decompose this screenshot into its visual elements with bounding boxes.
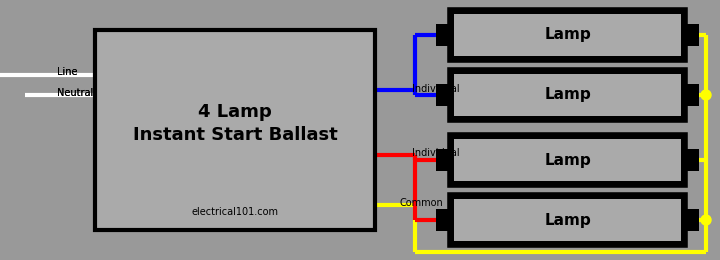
Bar [454,199,681,241]
Bar [436,24,450,46]
Text: 4 Lamp: 4 Lamp [198,103,272,121]
Circle shape [701,215,711,225]
Circle shape [701,90,711,100]
Text: Line: Line [57,67,78,77]
Bar [685,149,699,171]
Text: Lamp: Lamp [544,88,591,102]
Bar [436,149,450,171]
Text: Lamp: Lamp [544,28,591,42]
Text: Common: Common [399,198,443,208]
Bar [436,209,450,231]
Bar [454,14,681,56]
Bar [450,195,685,245]
Bar [685,84,699,106]
Text: Individual: Individual [412,84,459,94]
Text: Line: Line [57,67,78,77]
Bar [454,74,681,116]
Bar [685,209,699,231]
Bar [454,139,681,181]
Text: Individual: Individual [412,148,459,158]
Bar [436,84,450,106]
Bar [450,135,685,185]
Text: Lamp: Lamp [544,153,591,167]
Bar [95,30,375,230]
Text: electrical101.com: electrical101.com [192,207,279,217]
Bar [685,24,699,46]
Text: Instant Start Ballast: Instant Start Ballast [132,126,338,144]
Text: Neutral: Neutral [57,88,94,98]
Text: Lamp: Lamp [544,212,591,228]
Bar [450,70,685,120]
Bar [450,10,685,60]
Text: Neutral: Neutral [57,88,94,98]
